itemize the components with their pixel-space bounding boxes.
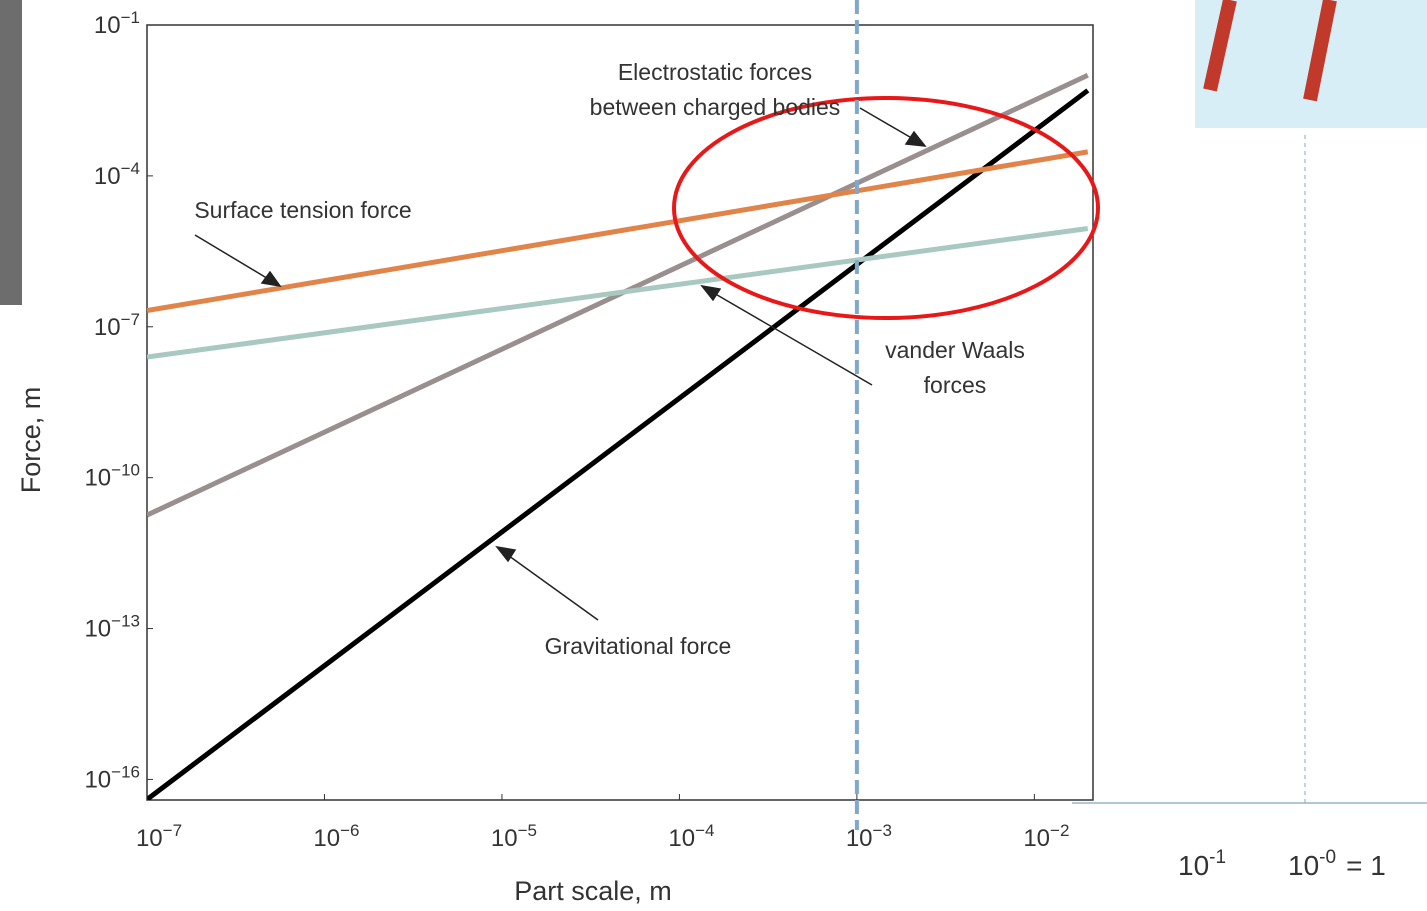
arrows <box>194 107 927 621</box>
annotation: Electrostatic forces between charged bodi… <box>590 59 841 120</box>
series-line <box>147 88 1090 800</box>
y-tick-label: 10−7 <box>94 310 140 341</box>
x-tick-label: 10−2 <box>1023 821 1069 852</box>
plot <box>147 73 1090 800</box>
highlight-ellipse <box>672 96 1100 320</box>
legs-drawing <box>1203 0 1337 102</box>
extended-tick-label: 10-0 = 1 <box>1288 847 1386 881</box>
y-tick-label: 10−10 <box>84 461 140 492</box>
tick-exponent: -0 <box>1319 847 1336 868</box>
y-tick-label: 10−16 <box>84 762 140 793</box>
x-tick-label: 10−3 <box>846 821 892 852</box>
x-tick-label: 10−6 <box>313 821 359 852</box>
annotation: Surface tension force <box>194 197 411 223</box>
x-tick-label: 10−5 <box>491 821 537 852</box>
y-axis-label: Force, m <box>16 387 46 494</box>
x-tick-label: 10−7 <box>136 821 182 852</box>
annotation: Gravitational force <box>545 633 732 659</box>
plot-frame <box>146 24 1094 801</box>
series-line <box>147 226 1089 360</box>
y-tick-label: 10−4 <box>94 159 140 190</box>
tick-exponent: -1 <box>1209 847 1226 868</box>
x-axis-label: Part scale, m <box>514 876 672 906</box>
y-tick-label: 10−13 <box>84 612 140 643</box>
annotation: vander Waals forces <box>885 337 1025 398</box>
extended-tick-label: 10-1 <box>1178 847 1226 881</box>
photo-left <box>0 0 22 305</box>
x-tick-label: 10−4 <box>668 821 714 852</box>
tick-base: 10 <box>1288 850 1319 881</box>
series-line <box>147 149 1089 314</box>
tick-base: 10 <box>1178 850 1209 881</box>
tick-suffix: = 1 <box>1346 850 1386 881</box>
y-tick-label: 10−1 <box>94 8 140 39</box>
